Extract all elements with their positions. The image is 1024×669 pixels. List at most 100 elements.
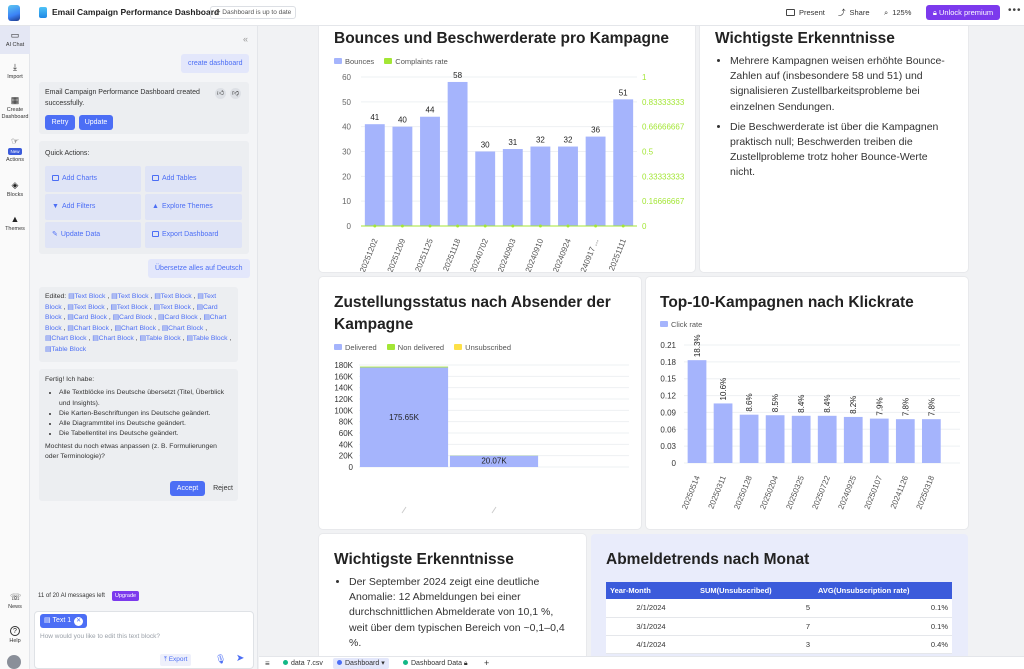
y-tick-label: 40 (342, 123, 351, 132)
unlock-premium-button[interactable]: 🔒︎ Unlock premium (926, 5, 1000, 20)
edited-block-link[interactable]: ▤Card Block (112, 314, 153, 322)
chat-input[interactable]: How would you like to edit this text blo… (40, 633, 160, 640)
bounces-chart-card[interactable]: Bounces und Beschwerderate pro Kampagne … (319, 26, 695, 272)
y-tick-label: 60 (342, 73, 351, 82)
bar (585, 136, 606, 226)
retry-button[interactable]: Retry (45, 115, 75, 130)
rail-themes[interactable]: ▲ Themes (0, 214, 30, 232)
left-rail: ▭ AI Chat ⤓ Import ▦ Create Dashboard ☞ New A… (0, 26, 30, 669)
ctr-chart-card[interactable]: Top-10-Kampagnen nach Klickrate Click ra… (646, 277, 968, 529)
tab-data-csv[interactable]: data 7.csv (283, 658, 323, 669)
x-tick-label: 20250722 (810, 474, 832, 511)
edited-block-link[interactable]: ▤Table Block (45, 345, 87, 353)
add-charts-button[interactable]: Add Charts (45, 166, 141, 192)
chevron-down-icon[interactable]: ▾ (379, 660, 385, 667)
insights-card-2[interactable]: Wichtigste Erkenntnisse Der September 20… (319, 534, 586, 656)
bar (843, 416, 863, 463)
more-options-icon[interactable]: ••• (1008, 5, 1022, 16)
insight-item: Die Beschwerderate ist über die Kampagne… (730, 120, 955, 181)
edited-block-link[interactable]: ▤Chart Block (161, 324, 204, 332)
edited-block-link[interactable]: ▤Chart Block (45, 314, 227, 332)
edited-block-link[interactable]: ▤Text Block (67, 303, 105, 311)
remove-chip-icon[interactable]: ✕ (74, 617, 84, 626)
edited-block-link[interactable]: ▤Text Block (110, 303, 148, 311)
context-chip[interactable]: ▤ Text 1 ✕ (40, 614, 88, 628)
y2-tick-label: 0.66666667 (642, 123, 685, 132)
data-label: 8.2% (849, 396, 858, 414)
add-tables-button[interactable]: Add Tables (145, 166, 242, 192)
bar (869, 418, 889, 463)
upgrade-button[interactable]: Upgrade (112, 591, 140, 601)
export-dashboard-button[interactable]: Export Dashboard (145, 222, 242, 248)
ctr-chart: 0 0.03 0.06 0.09 0.12 0.15 0.18 0.21 18.3% 202505… (660, 334, 960, 511)
avatar[interactable] (7, 655, 21, 669)
zoom-control[interactable]: ⌕ 125% (884, 6, 911, 19)
edited-block-link[interactable]: ▤Chart Block (67, 324, 109, 332)
rail-create-dashboard[interactable]: ▦ Create Dashboard (0, 95, 30, 121)
table-cell: 0.1% (814, 599, 952, 618)
thumbs-down-icon[interactable]: 👎︎ (230, 88, 241, 99)
rail-blocks[interactable]: ◈ Blocks (0, 180, 30, 198)
collapse-panel-icon[interactable]: « (243, 34, 249, 44)
data-label: 10.6% (719, 378, 728, 401)
table-row[interactable]: 4/1/2024 3 0.4% (606, 635, 952, 654)
edited-block-link[interactable]: ▤Text Block (154, 293, 192, 300)
tab-dashboard[interactable]: Dashboard ▾ (333, 658, 389, 669)
edited-block-link[interactable]: ▤Chart Block (114, 324, 157, 332)
thumbs-up-icon[interactable]: 👍︎ (215, 88, 226, 99)
rail-import[interactable]: ⤓ Import (0, 62, 30, 80)
insight-item: Der September 2024 zeigt eine deutliche … (349, 575, 574, 651)
export-chat-button[interactable]: ⤒ Export (160, 654, 192, 666)
edited-block-link[interactable]: ▤Card Block (67, 314, 107, 322)
chart-title: Top-10-Kampagnen nach Klickrate (660, 294, 914, 311)
edited-block-link[interactable]: ▤Card Block (157, 314, 198, 322)
edited-block-link[interactable]: ▤Card Block (45, 303, 218, 322)
summary-item: Die Karten-Beschriftungen ins Deutsche g… (59, 409, 232, 419)
column-header[interactable]: SUM(Unsubscribed) (696, 582, 814, 599)
x-tick-label: 20250318 (915, 474, 937, 511)
edited-block-link[interactable]: ▤Table Block (139, 335, 181, 343)
rail-ai-chat[interactable]: ▭ AI Chat (0, 26, 30, 54)
table-row[interactable]: 2/1/2024 5 0.1% (606, 599, 952, 618)
bar (765, 415, 785, 463)
edited-block-link[interactable]: ▤Text Block (45, 293, 217, 311)
explore-themes-button[interactable]: ▲ Explore Themes (145, 194, 242, 220)
dashboard-title[interactable]: Email Campaign Performance Dashboard (52, 7, 220, 17)
add-tab-button[interactable]: + (484, 658, 490, 668)
tabs-menu-icon[interactable]: ≡ (265, 659, 270, 668)
rail-help[interactable]: ? Help (0, 626, 30, 644)
column-header[interactable]: AVG(Unsubscription rate) (814, 582, 952, 599)
rail-label: News (8, 604, 22, 610)
microphone-icon[interactable]: 🎙︎ (215, 654, 227, 664)
reject-button[interactable]: Reject (213, 485, 233, 492)
y-tick-label: 20 (342, 172, 351, 181)
y-tick-label: 0.21 (660, 341, 676, 350)
update-data-button[interactable]: ✎ Update Data (45, 222, 141, 248)
accept-button[interactable]: Accept (170, 481, 205, 496)
edited-block-link[interactable]: ▤Text Block (111, 293, 149, 300)
tab-dashboard-data[interactable]: Dashboard Data 🔒︎ (403, 658, 468, 669)
rail-news[interactable]: ☏ News (0, 592, 30, 610)
legend-label: Unsubscribed (465, 343, 512, 352)
insights-card-1[interactable]: Wichtigste Erkenntnisse Mehrere Kampagne… (700, 26, 968, 272)
app-logo-icon[interactable] (8, 5, 20, 21)
edited-block-link[interactable]: ▤Text Block (68, 293, 106, 300)
column-header[interactable]: Year-Month (606, 582, 696, 599)
y-tick-label: 0.06 (660, 425, 676, 434)
edited-block-link[interactable]: ▤Chart Block (92, 335, 134, 343)
add-filters-button[interactable]: ▼ Add Filters (45, 194, 141, 220)
send-icon[interactable]: ➤ (236, 653, 245, 664)
bar (447, 81, 468, 226)
bar-delivered (359, 367, 449, 467)
x-tick-mark (401, 506, 407, 514)
share-button[interactable]: ⤴ Share (838, 6, 870, 19)
edited-block-link[interactable]: ▤Chart Block (45, 335, 87, 343)
legend-label: Bounces (345, 57, 375, 66)
delivery-chart-card[interactable]: Zustellungsstatus nach Absender der Kamp… (319, 277, 641, 529)
present-button[interactable]: Present (786, 6, 825, 19)
edited-block-link[interactable]: ▤Table Block (186, 335, 228, 343)
edited-block-link[interactable]: ▤Text Block (153, 303, 191, 311)
update-button[interactable]: Update (79, 115, 113, 130)
table-row[interactable]: 3/1/2024 7 0.1% (606, 617, 952, 636)
rail-actions[interactable]: ☞ New Actions (0, 136, 30, 163)
